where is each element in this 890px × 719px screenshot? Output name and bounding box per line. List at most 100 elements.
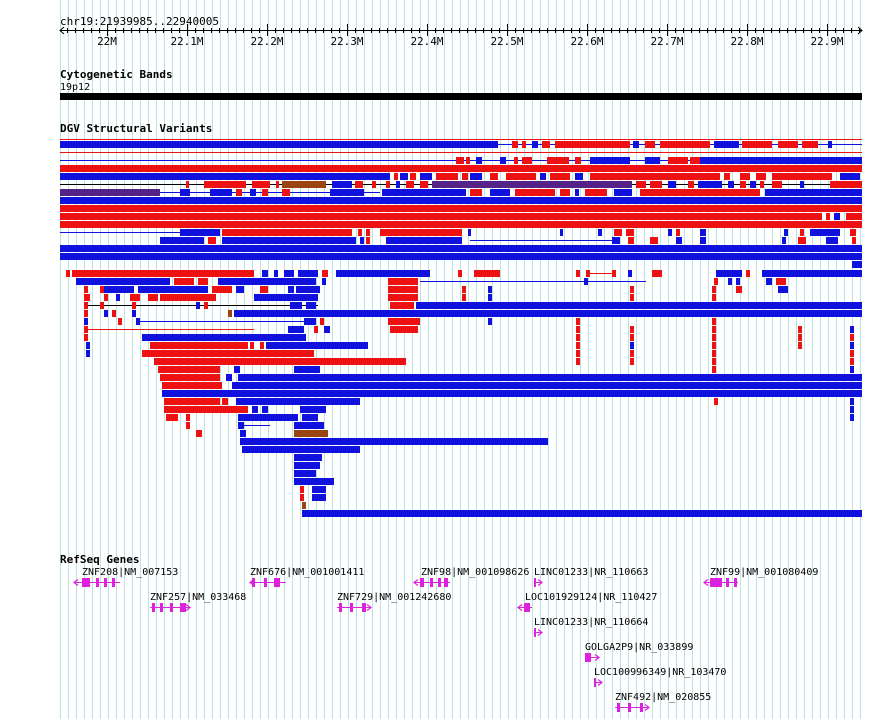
dgv-gain-variant[interactable]: [532, 141, 538, 148]
dgv-loss-variant[interactable]: [160, 294, 216, 301]
dgv-loss-variant[interactable]: [830, 181, 862, 188]
dgv-gain-variant[interactable]: [306, 302, 316, 309]
gene-label[interactable]: LINC01233|NR_110663: [534, 567, 648, 578]
gene-feature[interactable]: ZNF729|NM_001242680: [337, 592, 451, 612]
dgv-gain-variant[interactable]: [560, 229, 563, 236]
dgv-gain-variant[interactable]: [84, 318, 88, 325]
gene-label[interactable]: ZNF729|NM_001242680: [337, 592, 451, 603]
dgv-loss-variant[interactable]: [576, 358, 580, 365]
dgv-gain-variant[interactable]: [210, 189, 232, 196]
dgv-loss-variant[interactable]: [712, 326, 716, 333]
dgv-gain-variant[interactable]: [240, 430, 246, 437]
dgv-gain-variant[interactable]: [765, 189, 862, 196]
dgv-gain-variant[interactable]: [668, 181, 676, 188]
dgv-loss-variant[interactable]: [522, 141, 526, 148]
dgv-gain-variant[interactable]: [840, 173, 860, 180]
dgv-gain-variant[interactable]: [736, 278, 740, 285]
gene-feature[interactable]: ZNF98|NM_001098626: [413, 567, 529, 587]
dgv-loss-variant[interactable]: [550, 173, 570, 180]
dgv-loss-variant[interactable]: [100, 286, 104, 293]
dgv-loss-variant[interactable]: [160, 374, 220, 381]
gene-feature[interactable]: ZNF99|NM_001080409: [703, 567, 818, 587]
dgv-gain-variant[interactable]: [252, 406, 258, 413]
dgv-gain-variant[interactable]: [262, 270, 268, 277]
dgv-gain-variant[interactable]: [288, 286, 294, 293]
dgv-gain-variant[interactable]: [284, 270, 294, 277]
dgv-loss-variant[interactable]: [798, 326, 802, 333]
dgv-loss-variant[interactable]: [462, 173, 468, 180]
dgv-loss-variant[interactable]: [555, 141, 630, 148]
dgv-gain-variant[interactable]: [302, 414, 318, 421]
dgv-loss-variant[interactable]: [282, 189, 290, 196]
dgv-gain-variant[interactable]: [162, 390, 862, 397]
dgv-loss-variant[interactable]: [798, 334, 802, 341]
dgv-loss-variant[interactable]: [576, 342, 580, 349]
dgv-loss-variant[interactable]: [630, 286, 634, 293]
dgv-loss-variant[interactable]: [612, 270, 616, 277]
gene-feature[interactable]: ZNF208|NM_007153: [73, 567, 178, 587]
dgv-loss-variant[interactable]: [560, 189, 570, 196]
dgv-loss-variant[interactable]: [130, 294, 140, 301]
dgv-gain-variant[interactable]: [236, 286, 244, 293]
gene-label[interactable]: ZNF208|NM_007153: [82, 567, 178, 578]
dgv-loss-variant[interactable]: [366, 237, 370, 244]
dgv-loss-variant[interactable]: [60, 165, 862, 172]
dgv-loss-variant[interactable]: [490, 173, 498, 180]
dgv-loss-variant[interactable]: [60, 221, 862, 228]
dgv-loss-variant[interactable]: [712, 294, 716, 301]
dgv-loss-variant[interactable]: [585, 189, 607, 196]
dgv-gain-variant[interactable]: [142, 334, 306, 341]
dgv-loss-variant[interactable]: [186, 414, 190, 421]
dgv-gain-variant[interactable]: [850, 398, 854, 405]
dgv-loss-variant[interactable]: [846, 213, 862, 220]
gene-label[interactable]: ZNF676|NM_001001411: [250, 567, 364, 578]
dgv-gain-variant[interactable]: [294, 422, 324, 429]
dgv-loss-variant[interactable]: [390, 326, 418, 333]
dgv-loss-variant[interactable]: [740, 173, 750, 180]
dgv-gain-variant[interactable]: [766, 278, 772, 285]
dgv-loss-variant[interactable]: [676, 229, 680, 236]
dgv-loss-variant[interactable]: [150, 342, 248, 349]
dgv-loss-variant[interactable]: [154, 358, 406, 365]
cytoband-19p12[interactable]: [60, 93, 862, 100]
dgv-loss-variant[interactable]: [386, 181, 390, 188]
dgv-loss-variant[interactable]: [84, 286, 88, 293]
dgv-loss-variant[interactable]: [850, 229, 856, 236]
dgv-loss-variant[interactable]: [208, 237, 216, 244]
dgv-gain-variant[interactable]: [266, 342, 368, 349]
dgv-gain-variant[interactable]: [396, 181, 400, 188]
dgv-gain-variant[interactable]: [60, 253, 862, 260]
dgv-gain-variant[interactable]: [294, 470, 316, 477]
dgv-loss-variant[interactable]: [84, 326, 88, 333]
dgv-gain-variant[interactable]: [810, 229, 840, 236]
dgv-loss-variant[interactable]: [276, 181, 279, 188]
gene-feature[interactable]: GOLGA2P9|NR_033899: [585, 642, 693, 662]
dgv-gain-variant[interactable]: [234, 310, 862, 317]
dgv-loss-variant[interactable]: [636, 181, 646, 188]
dgv-loss-variant[interactable]: [512, 141, 518, 148]
dgv-gain-variant[interactable]: [250, 189, 256, 196]
dgv-gain-variant[interactable]: [762, 270, 862, 277]
dgv-gain-variant[interactable]: [180, 229, 220, 236]
dgv-gain-variant[interactable]: [700, 229, 706, 236]
dgv-gain-variant[interactable]: [312, 486, 326, 493]
dgv-loss-variant[interactable]: [736, 286, 742, 293]
dgv-loss-variant[interactable]: [204, 181, 246, 188]
dgv-gain-variant[interactable]: [180, 189, 190, 196]
gene-feature[interactable]: ZNF257|NM_033468: [150, 592, 246, 612]
dgv-loss-variant[interactable]: [798, 237, 806, 244]
dgv-loss-variant[interactable]: [196, 430, 202, 437]
dgv-inversion-variant[interactable]: [228, 310, 232, 317]
dgv-loss-variant[interactable]: [406, 181, 414, 188]
dgv-gain-variant[interactable]: [382, 189, 466, 196]
dgv-loss-variant[interactable]: [712, 334, 716, 341]
dgv-gain-variant[interactable]: [322, 278, 326, 285]
dgv-loss-variant[interactable]: [222, 229, 352, 236]
dgv-gain-variant[interactable]: [728, 181, 734, 188]
dgv-loss-variant[interactable]: [236, 189, 242, 196]
dgv-loss-variant[interactable]: [800, 229, 804, 236]
dgv-gain-variant[interactable]: [488, 318, 492, 325]
dgv-loss-variant[interactable]: [148, 294, 158, 301]
dgv-loss-variant[interactable]: [712, 350, 716, 357]
dgv-gain-variant[interactable]: [614, 189, 632, 196]
